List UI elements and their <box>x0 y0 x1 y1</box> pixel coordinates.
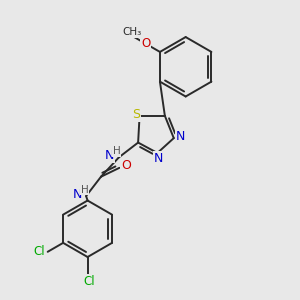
Text: N: N <box>104 149 114 162</box>
Text: H: H <box>81 184 88 194</box>
Text: CH₃: CH₃ <box>122 27 141 37</box>
Text: Cl: Cl <box>83 275 95 288</box>
Text: O: O <box>141 37 150 50</box>
Text: H: H <box>112 146 120 156</box>
Text: O: O <box>121 159 131 172</box>
Text: N: N <box>176 130 185 143</box>
Text: Cl: Cl <box>33 245 45 258</box>
Text: N: N <box>154 152 164 165</box>
Text: N: N <box>73 188 82 201</box>
Text: S: S <box>132 108 140 121</box>
